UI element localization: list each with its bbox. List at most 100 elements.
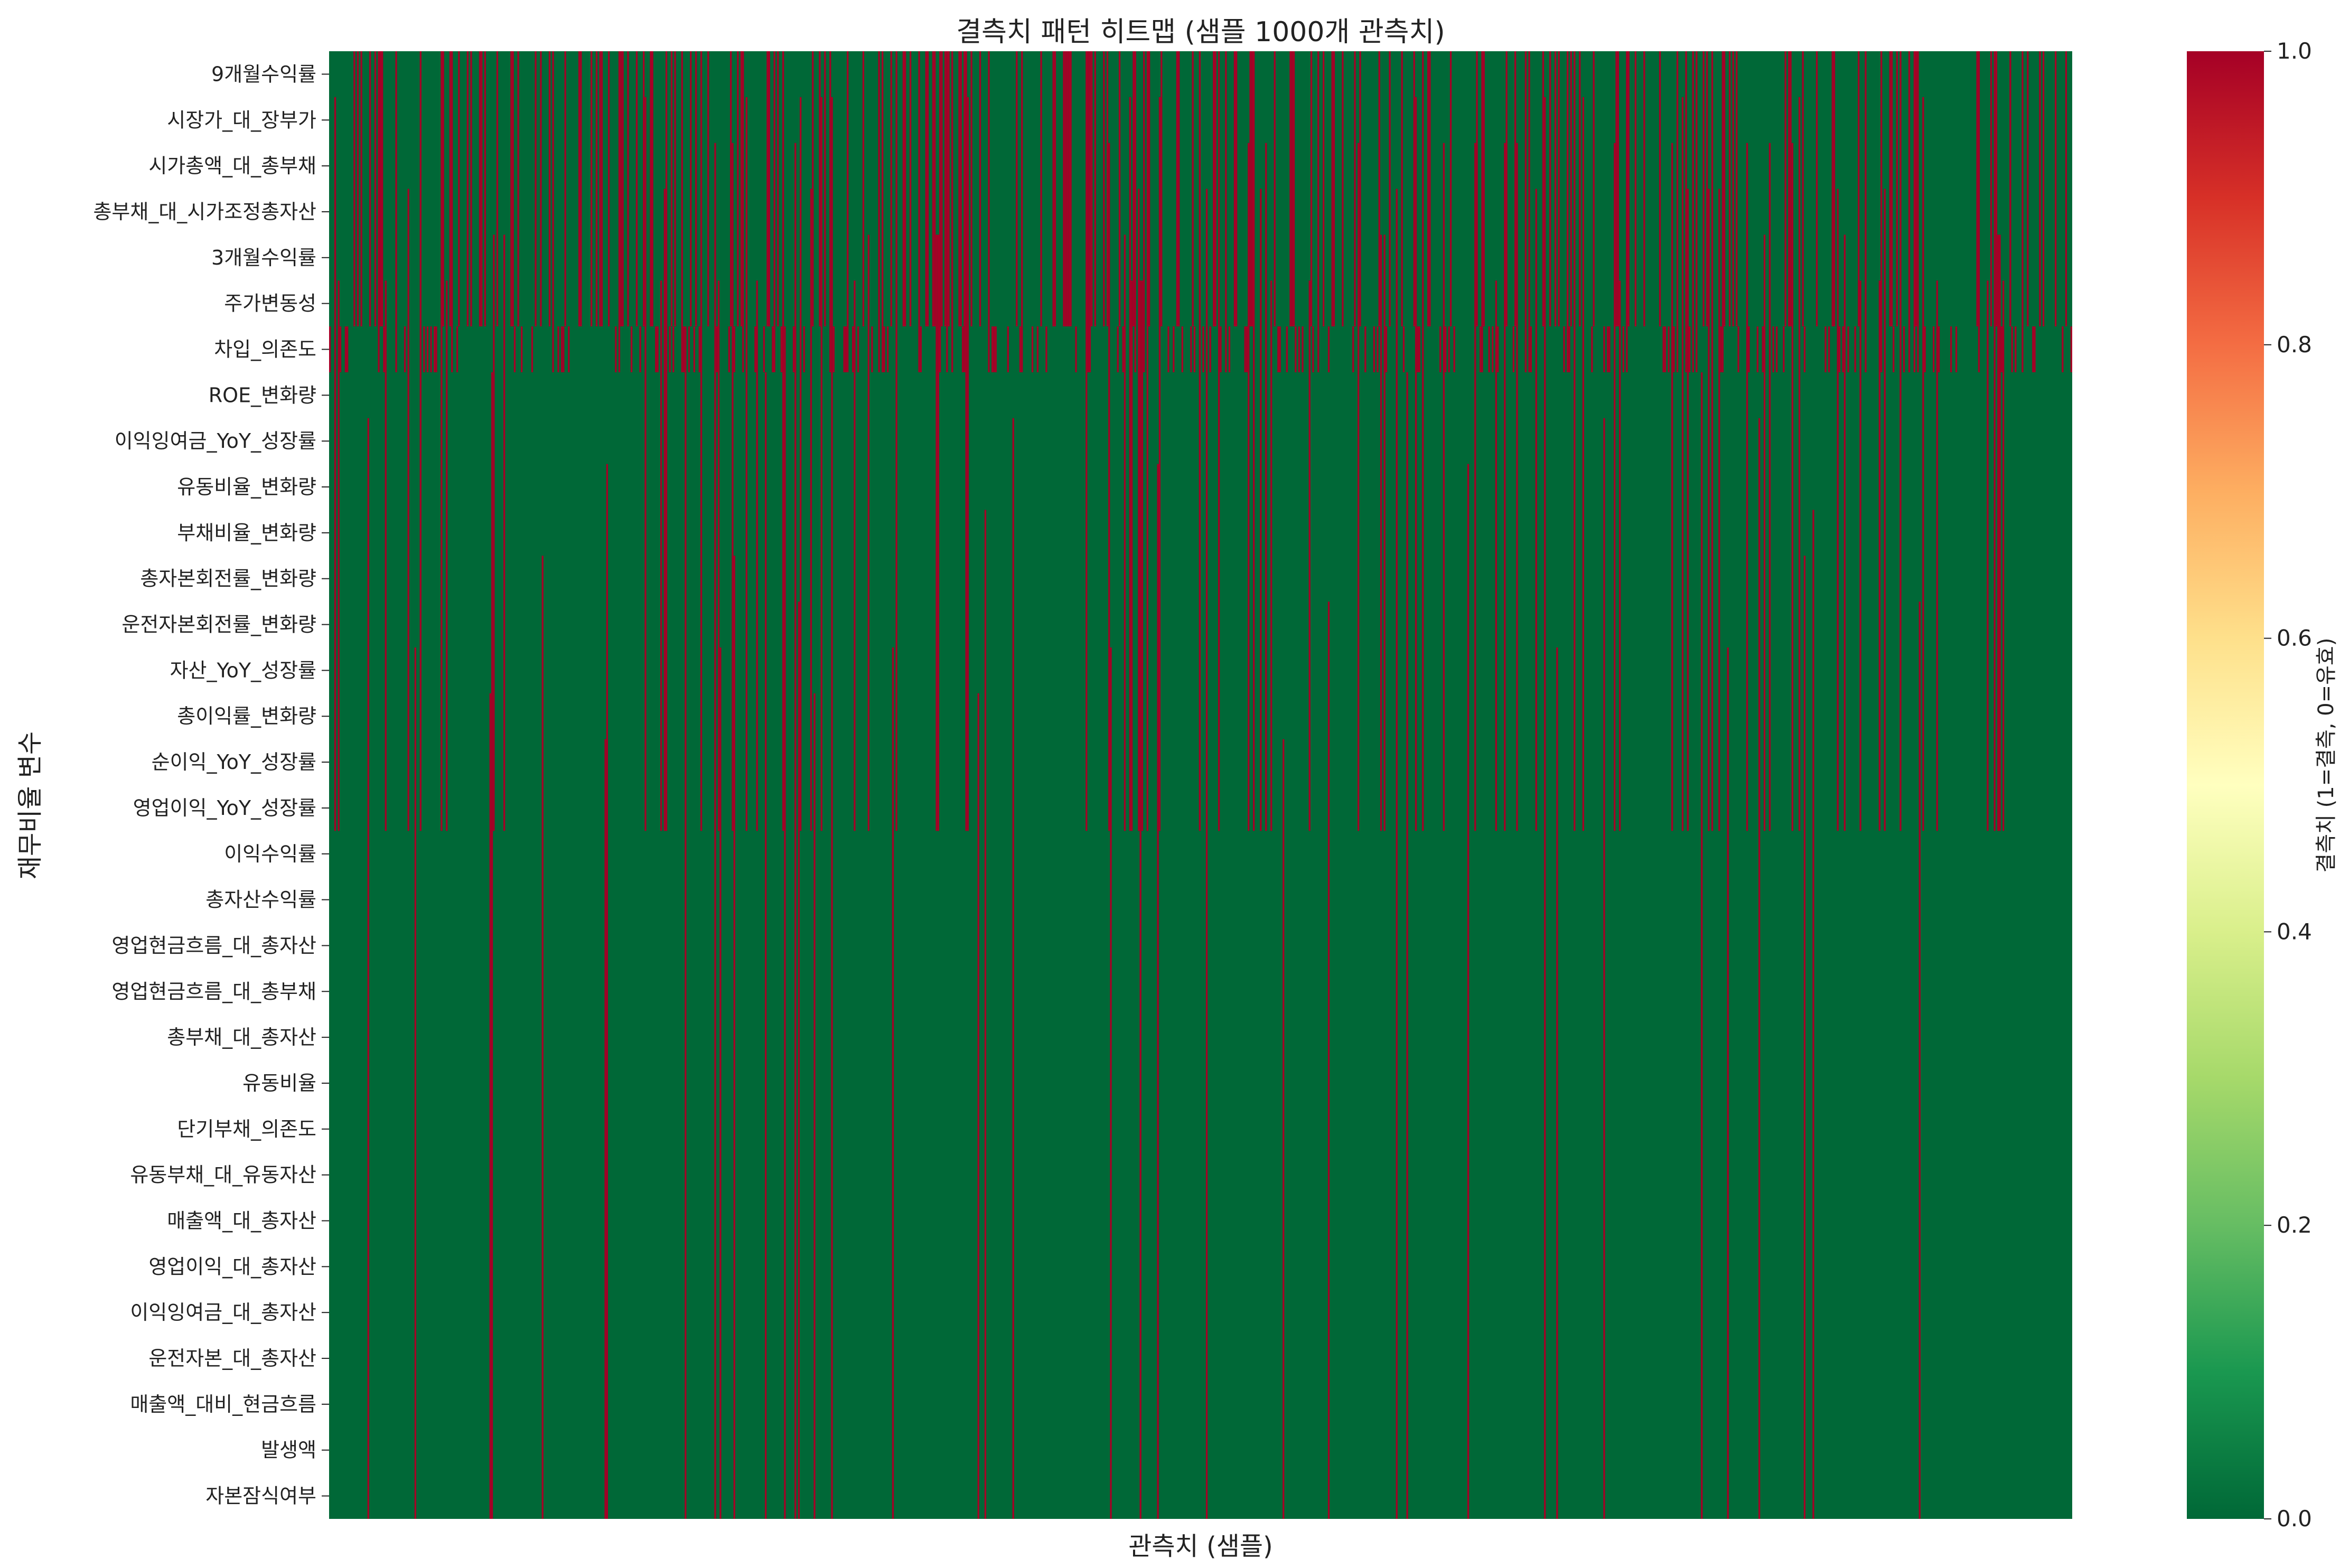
missing-cell [1615, 51, 1617, 327]
missing-cell [1514, 51, 1517, 327]
missing-cell [1568, 326, 1570, 372]
missing-cell [977, 693, 979, 1519]
missing-cell [378, 326, 380, 372]
missing-cell [1402, 326, 1405, 372]
missing-cell [1815, 51, 1818, 327]
missing-cell [1260, 189, 1262, 831]
missing-cell [852, 326, 854, 372]
missing-cell [1763, 234, 1766, 831]
missing-cell [1516, 143, 1518, 831]
missing-cell [1094, 51, 1096, 327]
missing-cell [803, 326, 805, 372]
missing-cell [765, 372, 767, 1519]
missing-cell [1718, 189, 1720, 831]
missing-cell [1064, 51, 1066, 327]
missing-cell [618, 51, 621, 327]
missing-cell [1429, 51, 1431, 327]
missing-cell [1448, 326, 1450, 372]
missing-cell [606, 464, 608, 1519]
missing-cell [414, 647, 416, 1519]
missing-cell [1236, 51, 1238, 327]
missing-cell [580, 51, 582, 327]
y-tick-label: 총자본회전률_변화량 [140, 567, 316, 590]
missing-cell [782, 51, 784, 831]
missing-cell [1495, 280, 1497, 831]
missing-cell [700, 51, 703, 831]
missing-cell [1544, 97, 1546, 1519]
missing-cell [1052, 51, 1054, 327]
missing-cell [663, 189, 666, 831]
missing-cell [449, 51, 451, 327]
y-tick-label: 3개월수익률 [211, 246, 316, 269]
missing-cell [1138, 189, 1140, 831]
missing-cell [1676, 51, 1679, 327]
missing-cell [1622, 326, 1624, 372]
missing-cell [1474, 143, 1476, 831]
missing-cell [378, 51, 380, 327]
missing-cell [560, 326, 563, 372]
missing-cell [1524, 51, 1527, 327]
missing-cell [2034, 326, 2036, 372]
missing-cell [1721, 51, 1724, 327]
missing-cell [1528, 326, 1530, 372]
missing-cell [773, 51, 775, 327]
missing-cell [732, 143, 734, 831]
colorbar-tick-label: 0.0 [2277, 1506, 2312, 1532]
missing-cell [925, 51, 927, 327]
missing-cell [847, 51, 849, 327]
missing-cell [1481, 51, 1483, 327]
missing-cell [772, 326, 774, 372]
missing-cell [622, 51, 624, 327]
missing-cell [615, 326, 617, 372]
y-tick-label: 자본잠식여부 [205, 1485, 316, 1508]
missing-cell [984, 510, 987, 1519]
missing-cell [737, 51, 739, 327]
missing-cell [1918, 602, 1921, 1519]
missing-cell [961, 326, 964, 372]
missing-cell [456, 326, 458, 372]
missing-cell [1139, 280, 1141, 1519]
missing-cell [1277, 326, 1279, 372]
missing-cell [334, 97, 336, 831]
missing-cell [1308, 280, 1311, 831]
missing-cell [1978, 51, 1980, 327]
missing-cell [1724, 51, 1726, 327]
missing-cell [993, 326, 995, 372]
missing-cell [1364, 326, 1367, 372]
missing-cell [1831, 51, 1833, 327]
colorbar-tick-label: 0.2 [2277, 1212, 2312, 1238]
missing-cell [1378, 51, 1380, 327]
missing-cell [1878, 280, 1880, 831]
missing-cell [496, 51, 499, 327]
missing-cell [442, 51, 444, 327]
missing-cell [1711, 51, 1714, 831]
missing-cell [608, 51, 610, 327]
missing-cell [1706, 51, 1708, 327]
missing-cell [1110, 647, 1112, 1519]
missing-cell [1157, 464, 1159, 1519]
missing-cell [395, 326, 397, 372]
missing-cell [630, 326, 633, 372]
missing-cell [693, 326, 695, 372]
missing-cell [1220, 326, 1222, 372]
missing-cell [1445, 326, 1447, 372]
missing-cell [1720, 326, 1722, 372]
missing-cell [2042, 51, 2045, 327]
missing-cell [1626, 51, 1628, 327]
missing-cell [792, 326, 795, 372]
missing-cell [742, 326, 744, 372]
missing-cell [2022, 51, 2024, 327]
missing-cell [1327, 326, 1330, 372]
missing-cell [1736, 51, 1738, 327]
missing-cell [1634, 51, 1636, 327]
missing-cell [1891, 51, 1893, 327]
missing-cell [1574, 51, 1576, 831]
missing-cell [1108, 143, 1110, 831]
missing-cell [832, 326, 835, 372]
missing-cell [1702, 51, 1705, 327]
missing-cell [1225, 51, 1227, 327]
missing-cell [2009, 51, 2011, 327]
missing-cell [338, 280, 340, 831]
missing-cell [1251, 51, 1253, 327]
x-axis-label: 관측치 (샘플) [1128, 1532, 1273, 1561]
